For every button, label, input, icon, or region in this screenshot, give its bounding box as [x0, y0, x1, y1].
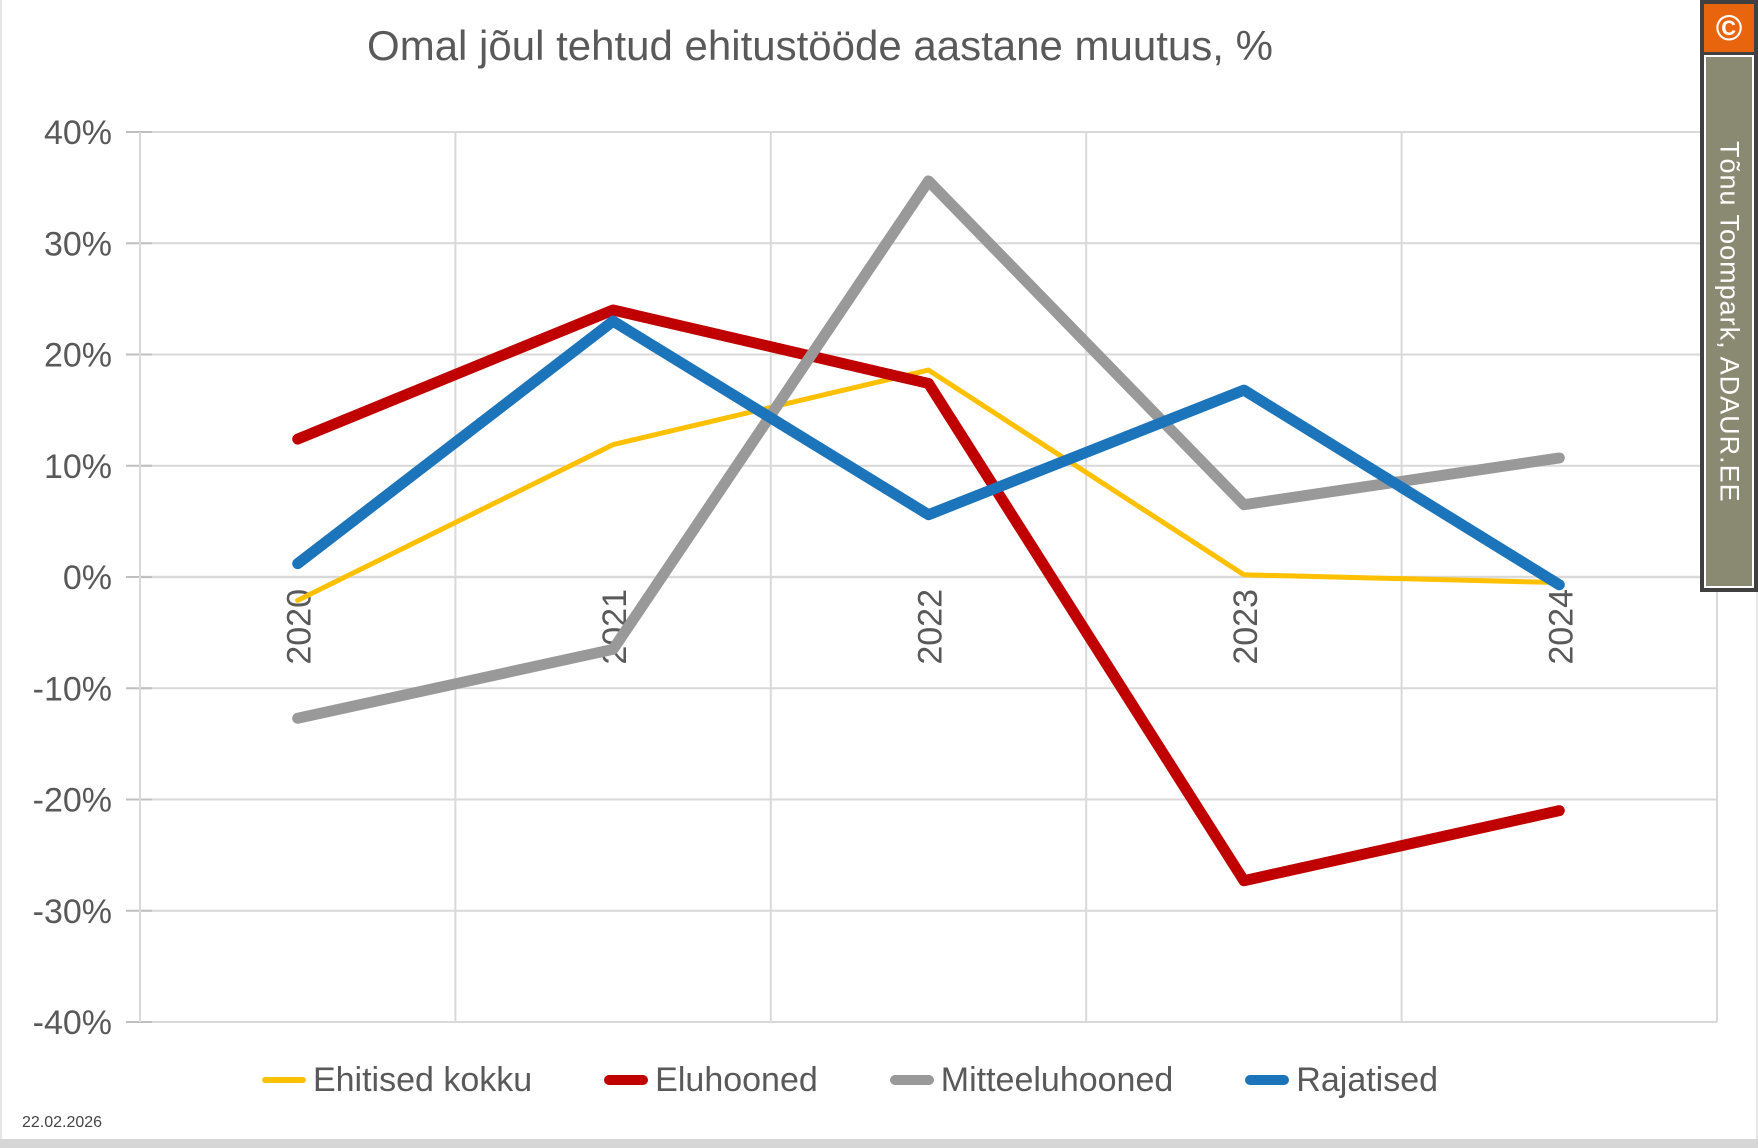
y-axis-label: 30% [44, 225, 112, 263]
legend-marker-rajatised [1245, 1075, 1290, 1085]
legend-item-eluhooned: Eluhooned [604, 1061, 818, 1100]
x-axis-label: 2023 [1227, 589, 1265, 665]
y-axis-label: 10% [44, 448, 112, 486]
legend-item-rajatised: Rajatised [1245, 1061, 1438, 1100]
legend-marker-ehitised-kokku [261, 1077, 306, 1083]
legend-marker-mitteeluhooned [889, 1075, 934, 1085]
legend-label-mitteeluhooned: Mitteeluhooned [940, 1060, 1174, 1099]
y-axis-label: -30% [33, 893, 112, 931]
series-line-rajatised [292, 315, 1565, 591]
legend-label-rajatised: Rajatised [1296, 1060, 1439, 1099]
watermark: © Tõnu Toompark, ADAUR.EE [1700, 0, 1758, 592]
y-axis-label: -10% [33, 670, 112, 708]
series-line-eluhooned [292, 304, 1565, 887]
legend-marker-eluhooned [604, 1075, 649, 1085]
y-axis-label: -40% [33, 1004, 112, 1042]
y-axis-label: 40% [44, 114, 112, 152]
y-axis-label: -20% [33, 782, 112, 820]
series-line-ehitised-kokku [295, 367, 1562, 603]
series-line-mitteeluhooned [292, 175, 1565, 724]
y-axis-label: 20% [44, 337, 112, 375]
bottom-bar [0, 1139, 1758, 1148]
watermark-text: Tõnu Toompark, ADAUR.EE [1704, 55, 1754, 588]
x-axis-label: 2022 [912, 589, 950, 665]
y-axis-label: 0% [63, 559, 112, 597]
legend-item-mitteeluhooned: Mitteeluhooned [889, 1060, 1174, 1100]
legend-label-ehitised-kokku: Ehitised kokku [312, 1060, 533, 1099]
legend-item-ehitised-kokku: Ehitised kokku [261, 1060, 533, 1100]
chart-legend: Ehitised kokku Eluhooned Mitteeluhooned Raj… [0, 1052, 1700, 1108]
legend-label-eluhooned: Eluhooned [655, 1060, 818, 1099]
date-label: 22.02.2026 [22, 1114, 103, 1131]
chart-title: Omal jõul tehtud ehitustööde aastane muu… [367, 22, 1273, 69]
copyright-icon: © [1704, 4, 1754, 52]
x-axis-label: 2024 [1542, 589, 1580, 665]
